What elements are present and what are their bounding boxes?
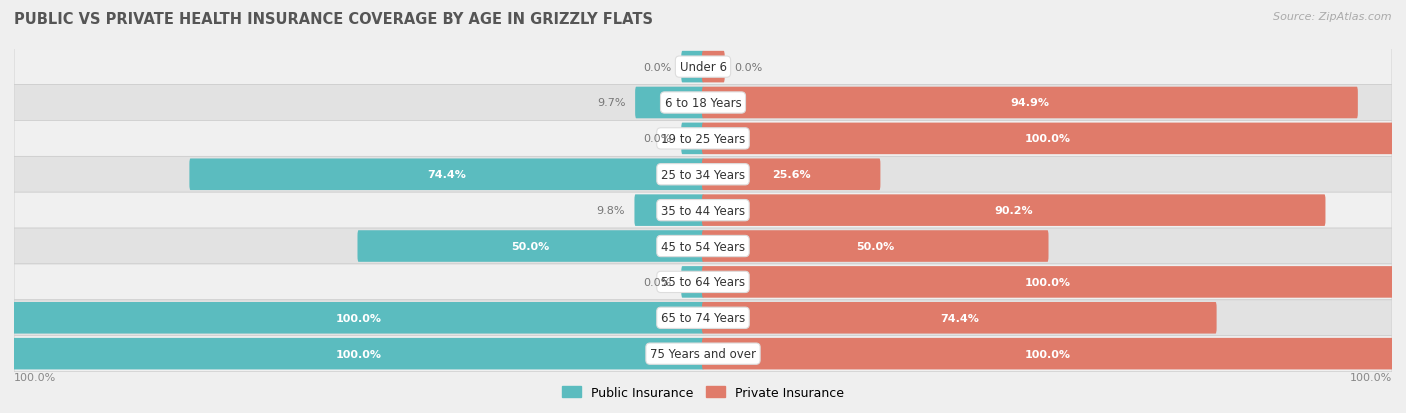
FancyBboxPatch shape (14, 336, 1392, 372)
Text: 50.0%: 50.0% (512, 242, 550, 252)
FancyBboxPatch shape (682, 266, 704, 298)
Text: 100.0%: 100.0% (336, 313, 381, 323)
Text: 100.0%: 100.0% (1350, 372, 1392, 382)
Text: 45 to 54 Years: 45 to 54 Years (661, 240, 745, 253)
Text: 94.9%: 94.9% (1011, 98, 1049, 108)
FancyBboxPatch shape (636, 88, 704, 119)
Text: 74.4%: 74.4% (939, 313, 979, 323)
FancyBboxPatch shape (702, 195, 1326, 226)
FancyBboxPatch shape (682, 52, 704, 83)
FancyBboxPatch shape (702, 123, 1393, 155)
FancyBboxPatch shape (13, 302, 704, 334)
Text: 0.0%: 0.0% (644, 62, 672, 72)
Text: 65 to 74 Years: 65 to 74 Years (661, 311, 745, 325)
Text: 0.0%: 0.0% (644, 134, 672, 144)
Text: 0.0%: 0.0% (644, 277, 672, 287)
Text: 100.0%: 100.0% (1025, 349, 1070, 359)
FancyBboxPatch shape (702, 302, 1216, 334)
FancyBboxPatch shape (702, 266, 1393, 298)
Text: 100.0%: 100.0% (336, 349, 381, 359)
FancyBboxPatch shape (702, 88, 1358, 119)
Text: 100.0%: 100.0% (1025, 134, 1070, 144)
FancyBboxPatch shape (702, 338, 1393, 370)
Text: 25.6%: 25.6% (772, 170, 810, 180)
Text: 35 to 44 Years: 35 to 44 Years (661, 204, 745, 217)
FancyBboxPatch shape (682, 123, 704, 155)
Text: 90.2%: 90.2% (994, 206, 1033, 216)
Text: 19 to 25 Years: 19 to 25 Years (661, 133, 745, 145)
Text: 55 to 64 Years: 55 to 64 Years (661, 276, 745, 289)
Text: 9.7%: 9.7% (598, 98, 626, 108)
Text: 50.0%: 50.0% (856, 242, 894, 252)
Text: PUBLIC VS PRIVATE HEALTH INSURANCE COVERAGE BY AGE IN GRIZZLY FLATS: PUBLIC VS PRIVATE HEALTH INSURANCE COVER… (14, 12, 652, 27)
FancyBboxPatch shape (190, 159, 704, 190)
FancyBboxPatch shape (14, 193, 1392, 228)
FancyBboxPatch shape (14, 85, 1392, 121)
FancyBboxPatch shape (14, 264, 1392, 300)
Text: 0.0%: 0.0% (734, 62, 762, 72)
Text: 75 Years and over: 75 Years and over (650, 347, 756, 360)
FancyBboxPatch shape (14, 121, 1392, 157)
FancyBboxPatch shape (13, 338, 704, 370)
FancyBboxPatch shape (702, 159, 880, 190)
FancyBboxPatch shape (14, 50, 1392, 85)
FancyBboxPatch shape (14, 300, 1392, 336)
FancyBboxPatch shape (14, 157, 1392, 193)
FancyBboxPatch shape (14, 228, 1392, 264)
FancyBboxPatch shape (357, 231, 704, 262)
Text: 6 to 18 Years: 6 to 18 Years (665, 97, 741, 110)
Text: 100.0%: 100.0% (1025, 277, 1070, 287)
FancyBboxPatch shape (702, 231, 1049, 262)
Text: Source: ZipAtlas.com: Source: ZipAtlas.com (1274, 12, 1392, 22)
FancyBboxPatch shape (702, 52, 724, 83)
Legend: Public Insurance, Private Insurance: Public Insurance, Private Insurance (557, 381, 849, 404)
FancyBboxPatch shape (634, 195, 704, 226)
Text: Under 6: Under 6 (679, 61, 727, 74)
Text: 9.8%: 9.8% (596, 206, 626, 216)
Text: 100.0%: 100.0% (14, 372, 56, 382)
Text: 74.4%: 74.4% (427, 170, 467, 180)
Text: 25 to 34 Years: 25 to 34 Years (661, 169, 745, 181)
